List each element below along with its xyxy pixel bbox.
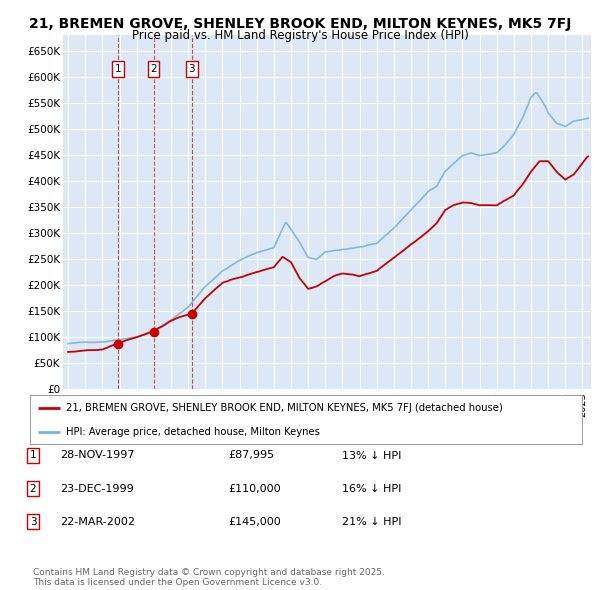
Text: HPI: Average price, detached house, Milton Keynes: HPI: Average price, detached house, Milt… xyxy=(66,427,320,437)
Text: 3: 3 xyxy=(188,64,195,74)
Text: 2: 2 xyxy=(150,64,157,74)
Text: 16% ↓ HPI: 16% ↓ HPI xyxy=(342,484,401,493)
Text: 22-MAR-2002: 22-MAR-2002 xyxy=(60,517,135,526)
Text: 1: 1 xyxy=(29,451,37,460)
Text: 21, BREMEN GROVE, SHENLEY BROOK END, MILTON KEYNES, MK5 7FJ: 21, BREMEN GROVE, SHENLEY BROOK END, MIL… xyxy=(29,17,571,31)
Text: 3: 3 xyxy=(29,517,37,526)
Text: 21% ↓ HPI: 21% ↓ HPI xyxy=(342,517,401,526)
Text: Price paid vs. HM Land Registry's House Price Index (HPI): Price paid vs. HM Land Registry's House … xyxy=(131,30,469,42)
Text: £145,000: £145,000 xyxy=(228,517,281,526)
Text: 23-DEC-1999: 23-DEC-1999 xyxy=(60,484,134,493)
Text: 21, BREMEN GROVE, SHENLEY BROOK END, MILTON KEYNES, MK5 7FJ (detached house): 21, BREMEN GROVE, SHENLEY BROOK END, MIL… xyxy=(66,404,503,414)
Text: 13% ↓ HPI: 13% ↓ HPI xyxy=(342,451,401,460)
Text: £87,995: £87,995 xyxy=(228,451,274,460)
Text: 2: 2 xyxy=(29,484,37,493)
Text: £110,000: £110,000 xyxy=(228,484,281,493)
Text: 28-NOV-1997: 28-NOV-1997 xyxy=(60,451,134,460)
Text: Contains HM Land Registry data © Crown copyright and database right 2025.
This d: Contains HM Land Registry data © Crown c… xyxy=(33,568,385,587)
Text: 1: 1 xyxy=(115,64,121,74)
